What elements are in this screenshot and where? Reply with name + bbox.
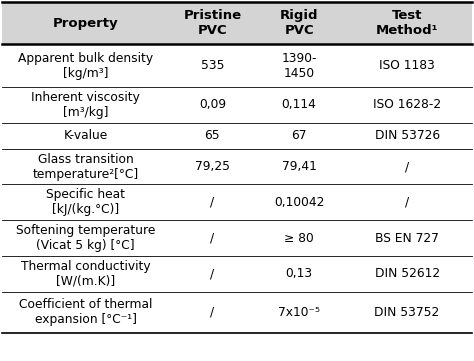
Text: /: /	[405, 160, 409, 173]
Text: 7x10⁻⁵: 7x10⁻⁵	[278, 306, 320, 319]
Text: /: /	[210, 267, 214, 280]
Text: /: /	[210, 196, 214, 209]
Text: /: /	[210, 306, 214, 319]
Text: DIN 52612: DIN 52612	[374, 267, 440, 280]
Text: Glass transition
temperature²[°C]: Glass transition temperature²[°C]	[33, 153, 139, 180]
Text: Inherent viscosity
[m³/kg]: Inherent viscosity [m³/kg]	[31, 91, 140, 119]
Text: Pristine
PVC: Pristine PVC	[183, 9, 241, 37]
Text: ISO 1183: ISO 1183	[379, 59, 435, 72]
Text: Coefficient of thermal
expansion [°C⁻¹]: Coefficient of thermal expansion [°C⁻¹]	[19, 299, 152, 326]
Text: Test
Method¹: Test Method¹	[376, 9, 438, 37]
Text: Thermal conductivity
[W/(m.K)]: Thermal conductivity [W/(m.K)]	[21, 260, 150, 288]
Bar	[2, 2, 472, 44]
Text: 0,10042: 0,10042	[274, 196, 324, 209]
Text: 0,09: 0,09	[199, 98, 226, 112]
Text: 0,13: 0,13	[286, 267, 313, 280]
Text: Apparent bulk density
[kg/m³]: Apparent bulk density [kg/m³]	[18, 52, 153, 80]
Text: Specific heat
[kJ/(kg.°C)]: Specific heat [kJ/(kg.°C)]	[46, 188, 125, 216]
Text: /: /	[210, 231, 214, 245]
Text: DIN 53726: DIN 53726	[374, 129, 440, 142]
Text: 79,25: 79,25	[195, 160, 230, 173]
Text: /: /	[405, 196, 409, 209]
Text: 79,41: 79,41	[282, 160, 317, 173]
Text: Softening temperature
(Vicat 5 kg) [°C]: Softening temperature (Vicat 5 kg) [°C]	[16, 224, 155, 252]
Text: ISO 1628-2: ISO 1628-2	[373, 98, 441, 112]
Text: DIN 53752: DIN 53752	[374, 306, 440, 319]
Text: 535: 535	[201, 59, 224, 72]
Text: 67: 67	[292, 129, 307, 142]
Text: K-value: K-value	[64, 129, 108, 142]
Text: BS EN 727: BS EN 727	[375, 231, 439, 245]
Text: 65: 65	[205, 129, 220, 142]
Text: Property: Property	[53, 17, 118, 30]
Text: 0,114: 0,114	[282, 98, 317, 112]
Text: 1390-
1450: 1390- 1450	[282, 52, 317, 80]
Text: ≥ 80: ≥ 80	[284, 231, 314, 245]
Text: Rigid
PVC: Rigid PVC	[280, 9, 319, 37]
